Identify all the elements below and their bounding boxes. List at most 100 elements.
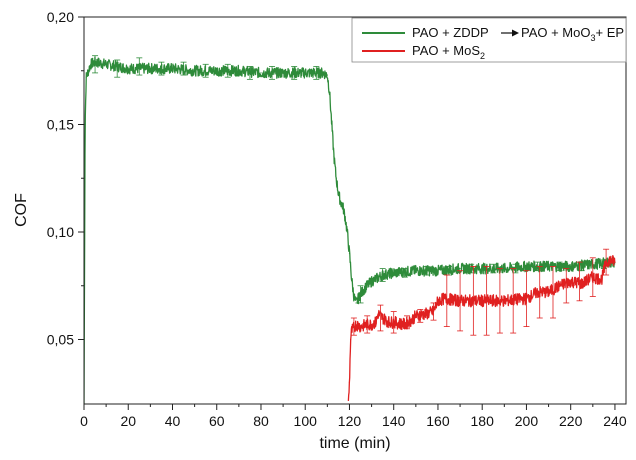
series-zddp [84,55,616,404]
x-tick-label: 200 [515,413,539,429]
data-point [359,326,362,328]
data-point [351,278,353,280]
x-tick-label: 0 [80,413,88,429]
data-point [349,338,352,341]
data-point [609,259,612,261]
data-point [536,291,539,293]
data-point [375,321,377,323]
legend-label-mos2-sub: 2 [480,51,485,61]
data-point [614,261,616,263]
data-point [282,72,284,74]
data-point [216,70,218,72]
data-point [443,298,446,300]
data-point [359,293,362,295]
data-point [503,300,505,302]
data-point [601,278,603,280]
data-point [344,216,346,218]
data-point [437,300,439,302]
y-tick-label: 0,20 [47,9,74,25]
data-point [105,63,107,65]
data-point [382,317,384,319]
data-point [370,323,373,326]
x-axis-title: time (min) [319,435,390,452]
legend: PAO + ZDDP PAO + MoO3+ EP PAO + MoS2 [351,17,627,63]
x-axis-ticks: 0 20 40 60 80 100 120 140 160 180 200 220 240 [80,404,627,429]
data-point [357,298,359,300]
data-point [410,319,413,321]
x-tick-label: 120 [338,413,362,429]
data-point [346,231,348,233]
data-point [415,270,417,272]
x-tick-label: 60 [209,413,225,429]
legend-label-moo3-base: PAO + MoO [521,25,590,40]
data-point [432,310,435,313]
x-tick-label: 40 [165,413,181,429]
data-point [592,276,594,278]
legend-label-moo3-sub: 3 [590,33,595,43]
data-point [348,252,351,255]
data-point [382,274,384,276]
data-point [437,270,439,272]
plot-layer [84,55,616,404]
legend-arrow-icon [501,29,519,37]
y-tick-label: 0,05 [47,332,74,348]
data-point [328,91,331,93]
data-point [366,323,368,326]
data-point [333,156,335,158]
x-tick-label: 220 [559,413,583,429]
y-axis-ticks: 0,05 0,10 0,15 0,20 [47,9,84,348]
x-tick-label: 160 [426,413,450,429]
data-point [84,123,86,126]
data-point [404,323,406,326]
data-point [337,192,340,194]
data-point [570,280,572,283]
data-point [90,63,92,65]
plot-frame [83,16,627,405]
data-point [326,74,328,76]
series-mos2 [347,248,616,404]
x-tick-label: 80 [253,413,269,429]
data-point [388,321,390,323]
data-point [559,285,561,287]
data-point [238,70,240,72]
data-point [364,287,366,289]
data-point [370,280,373,283]
data-point [355,323,357,326]
data-point [459,300,461,302]
data-point [355,302,357,304]
data-point [415,315,417,317]
legend-label-zddp: PAO + ZDDP [412,25,489,40]
x-tick-label: 140 [382,413,406,429]
data-point [547,265,550,267]
data-point [581,283,583,285]
data-point [85,76,87,78]
error-bar [377,304,384,332]
y-axis-title: COF [13,193,30,227]
data-point [459,267,461,270]
data-point [348,381,351,384]
data-point [351,330,353,332]
data-point [481,267,483,270]
data-point [525,298,528,300]
data-point [322,72,324,74]
data-point [393,272,395,274]
data-point [331,123,333,126]
data-point [503,267,505,270]
y-tick-label: 0,15 [47,117,74,133]
data-point [171,68,174,70]
data-point [481,300,483,302]
legend-label-zddp-part1: PAO + ZDDP [412,25,489,40]
x-tick-label: 20 [120,413,136,429]
data-point [525,265,528,267]
data-point [127,68,129,70]
data-point [393,321,395,323]
data-point [340,201,342,203]
x-tick-label: 100 [294,413,318,429]
data-point [342,205,344,207]
x-tick-label: 240 [603,413,627,429]
legend-label-moo3-suffix: + EP [596,25,625,40]
data-point [570,265,572,267]
legend-label-mos2: PAO + MoS2 [412,43,485,61]
data-point [94,61,96,63]
legend-label-mos2-base: PAO + MoS [412,43,480,58]
